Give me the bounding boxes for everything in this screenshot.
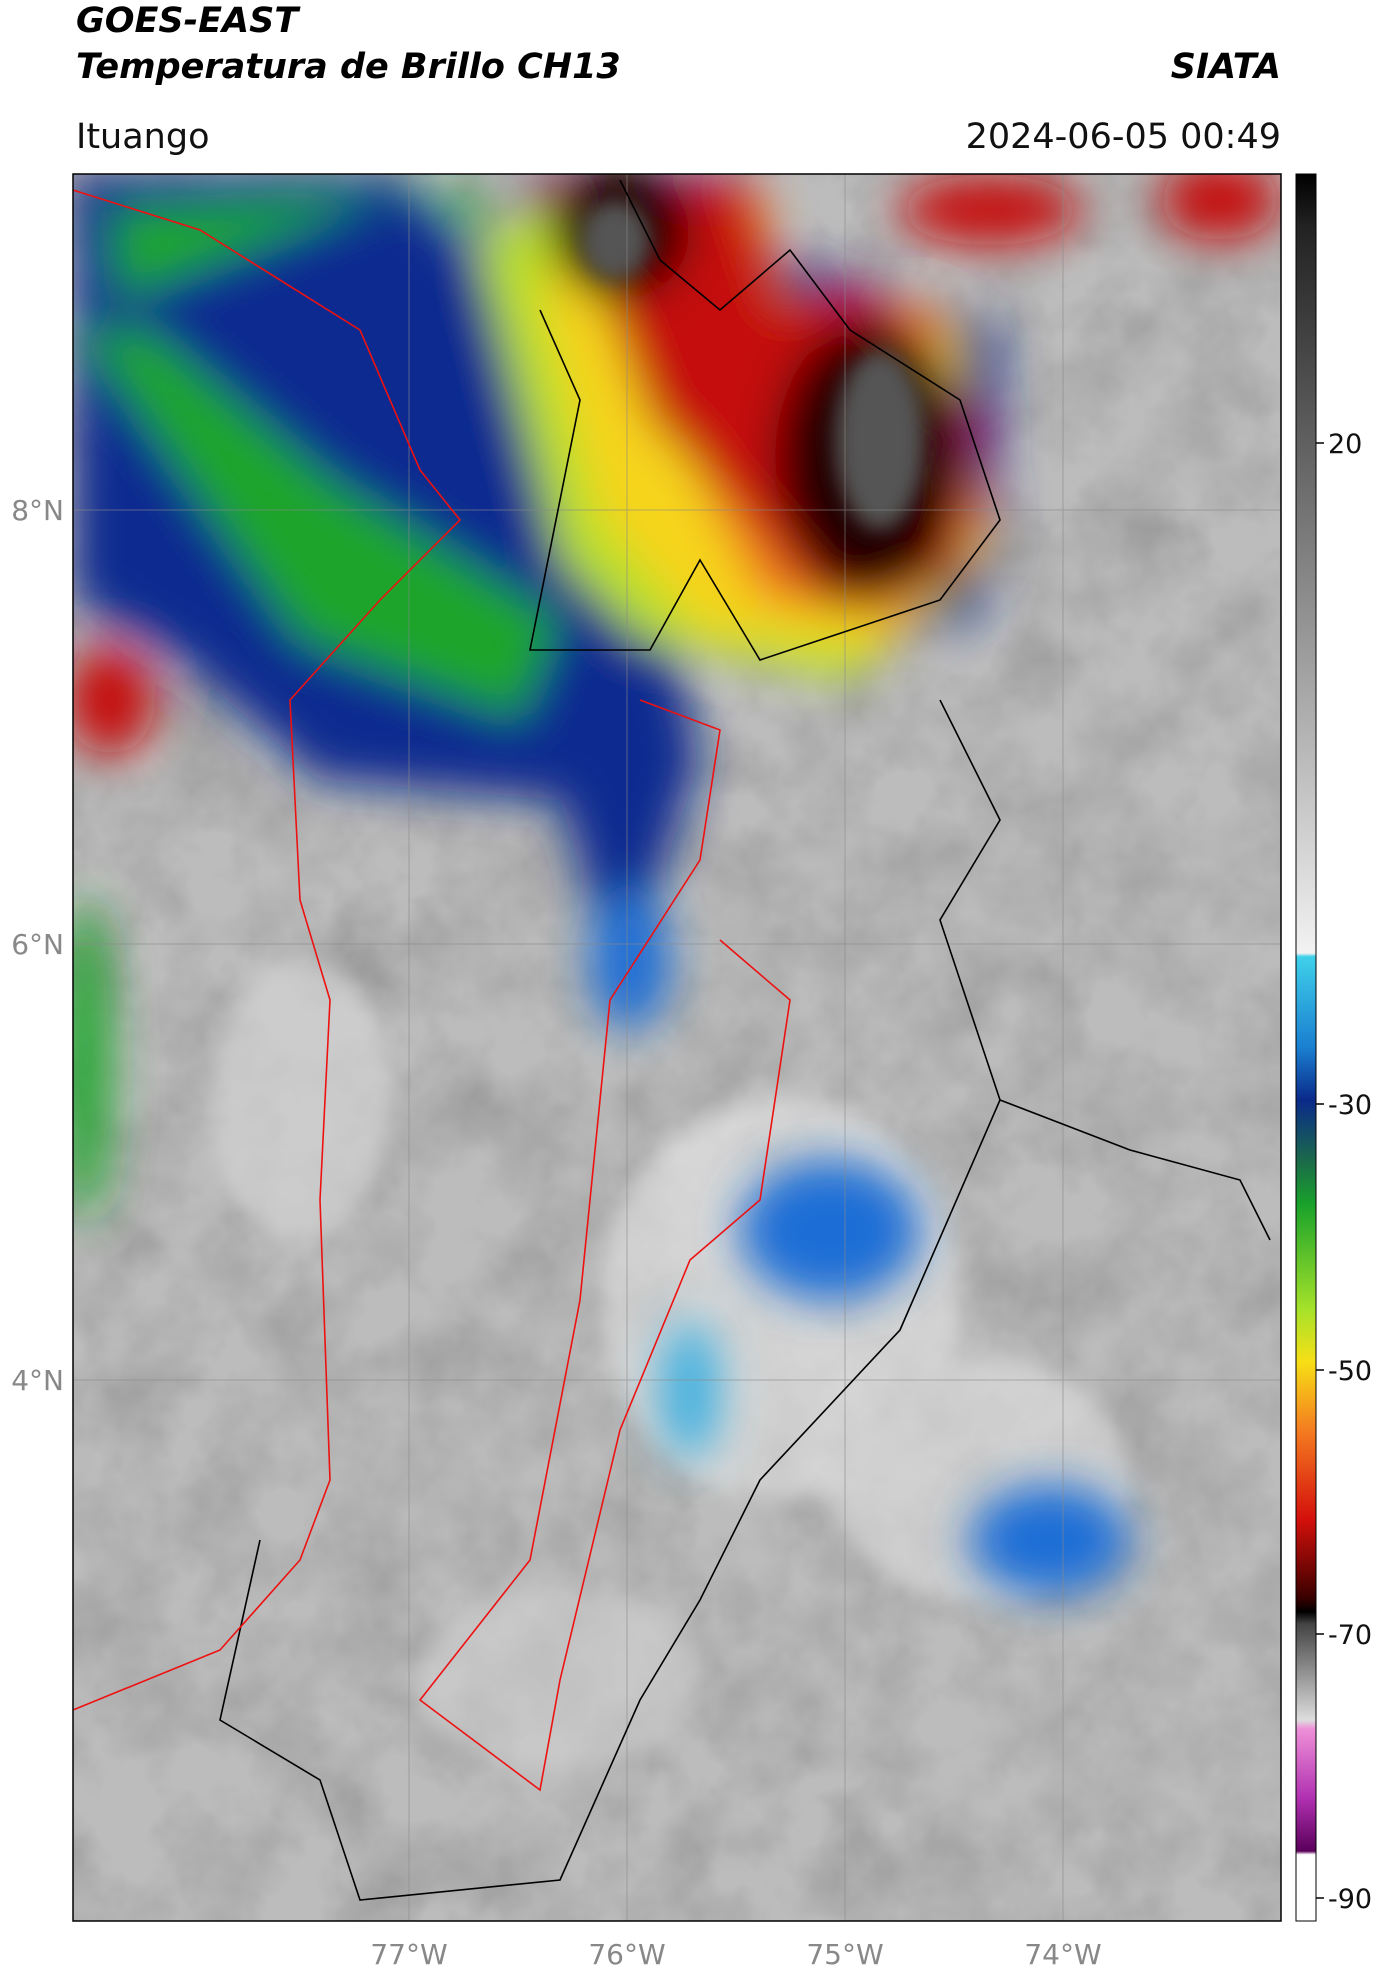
colorbar-label: -70	[1328, 1620, 1372, 1651]
source: SIATA	[1171, 47, 1281, 87]
map-frame	[72, 173, 1282, 1922]
lon-label: 75°W	[806, 1938, 883, 1971]
datetime: 2024-06-05 00:49	[966, 117, 1281, 157]
lon-label: 76°W	[588, 1938, 665, 1971]
satellite: GOES-EAST	[76, 1, 301, 41]
colorbar-label: -50	[1328, 1356, 1372, 1387]
location: Ituango	[76, 117, 210, 157]
lon-label: 77°W	[370, 1938, 447, 1971]
colorbar-label: -90	[1328, 1884, 1372, 1915]
colorbar-label: 20	[1328, 429, 1362, 460]
colorbar-ticks	[1316, 442, 1324, 1899]
lat-label: 4°N	[11, 1364, 64, 1397]
colorbar-label: -30	[1328, 1090, 1372, 1121]
satellite-image	[73, 174, 1281, 1921]
lat-label: 6°N	[11, 928, 64, 961]
colorbar	[1295, 173, 1317, 1922]
lon-label: 74°W	[1024, 1938, 1101, 1971]
product: Temperatura de Brillo CH13	[76, 47, 621, 87]
lat-label: 8°N	[11, 494, 64, 527]
